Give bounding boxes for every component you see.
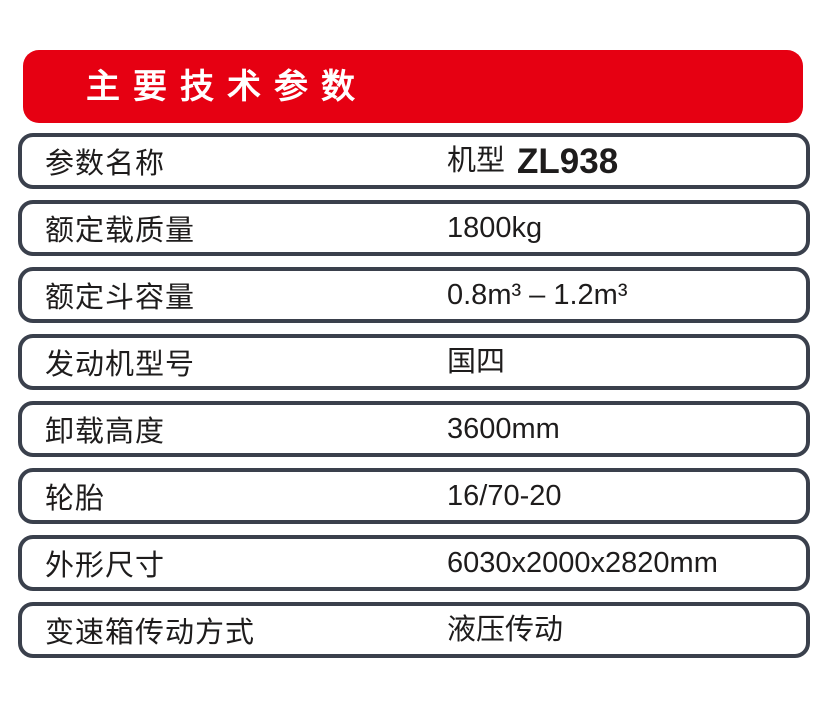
table-row: 发动机型号 国四	[18, 334, 810, 390]
param-name-label: 额定载质量	[45, 215, 196, 247]
param-value-main: 1800kg	[447, 211, 543, 244]
param-value: 机型 ZL938	[447, 144, 618, 179]
param-name-label: 外形尺寸	[45, 550, 166, 582]
param-value: 1800kg	[447, 211, 543, 244]
table-row: 卸载高度 3600mm	[18, 401, 810, 457]
param-value-main: 3600mm	[447, 412, 560, 445]
param-value: 液压传动	[447, 613, 564, 646]
param-name-label: 发动机型号	[45, 349, 196, 381]
table-row: 额定载质量 1800kg	[18, 200, 810, 256]
param-value-main: 液压传动	[447, 613, 564, 646]
param-value: 国四	[447, 345, 506, 378]
param-value-main: 16/70-20	[447, 479, 562, 512]
table-row: 轮胎 16/70-20	[18, 468, 810, 524]
page-title: 主要技术参数	[86, 67, 368, 106]
param-value-main: ZL938	[517, 141, 619, 181]
param-value: 16/70-20	[447, 479, 562, 512]
param-value: 0.8m³ – 1.2m³	[447, 278, 628, 311]
param-name-label: 额定斗容量	[45, 282, 196, 314]
param-name-label: 变速箱传动方式	[45, 617, 256, 649]
param-name-label: 参数名称	[45, 148, 166, 180]
spec-table: 参数名称 机型 ZL938 额定载质量 1800kg 额定斗容量 0.8m³ –…	[18, 133, 810, 658]
table-row: 变速箱传动方式 液压传动	[18, 602, 810, 658]
param-name-label: 轮胎	[45, 483, 106, 515]
param-value: 6030x2000x2820mm	[447, 546, 718, 579]
param-value-main: 0.8m³ – 1.2m³	[447, 278, 628, 311]
param-value-main: 6030x2000x2820mm	[447, 546, 718, 579]
table-row: 参数名称 机型 ZL938	[18, 133, 810, 189]
param-value: 3600mm	[447, 412, 560, 445]
param-name-label: 卸载高度	[45, 416, 166, 448]
header-banner: 主要技术参数	[23, 50, 803, 123]
param-value-prefix: 机型	[447, 144, 506, 177]
param-value-main: 国四	[447, 345, 506, 378]
table-row: 外形尺寸 6030x2000x2820mm	[18, 535, 810, 591]
table-row: 额定斗容量 0.8m³ – 1.2m³	[18, 267, 810, 323]
